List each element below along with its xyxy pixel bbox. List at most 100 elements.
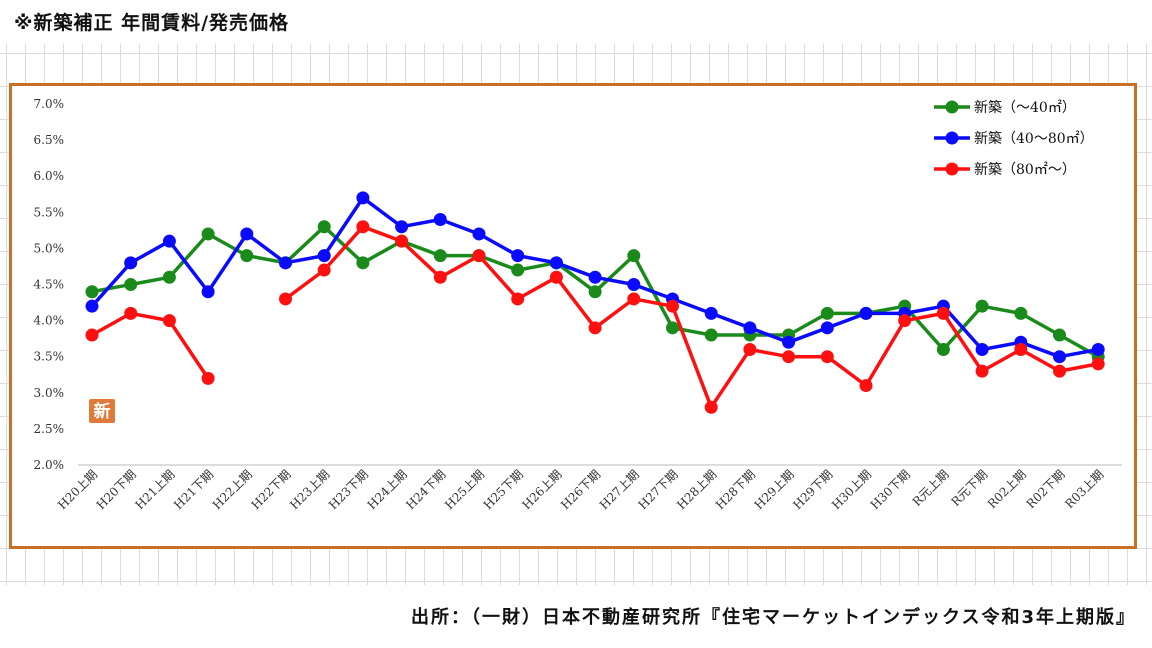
data-point	[704, 306, 718, 320]
y-tick-label: 6.0%	[34, 169, 65, 183]
data-point	[704, 400, 718, 414]
x-tick-label: H28上期	[674, 467, 719, 512]
legend-label: 新築（～40㎡）	[974, 100, 1076, 116]
x-tick-label: H27上期	[597, 467, 642, 512]
legend-swatch-marker	[945, 131, 959, 145]
x-tick-label: H26下期	[558, 467, 603, 512]
x-tick-label: H23上期	[287, 467, 332, 512]
data-point	[975, 299, 989, 313]
x-tick-label: R02上期	[985, 467, 1029, 511]
data-point	[395, 220, 409, 234]
data-point	[472, 227, 486, 241]
legend-swatch-marker	[945, 162, 959, 176]
data-point	[162, 314, 176, 328]
x-tick-label: H23下期	[326, 467, 371, 512]
x-tick-label: H29下期	[790, 467, 835, 512]
data-point	[511, 292, 525, 306]
chart-frame: 2.0% 2.5% 3.0% 3.5% 4.0% 4.5% 5.0% 5.5% 6.0% 6.5%…	[9, 83, 1137, 549]
data-point	[704, 328, 718, 342]
data-point	[820, 350, 834, 364]
data-point	[627, 278, 641, 291]
data-point	[85, 285, 99, 299]
data-point	[1091, 342, 1105, 356]
data-point	[201, 227, 215, 241]
new-stamp: 新	[89, 399, 115, 423]
data-point	[201, 285, 215, 299]
data-point	[1014, 342, 1028, 356]
data-point	[124, 278, 138, 291]
x-tick-label: H25下期	[481, 467, 526, 512]
data-point	[782, 335, 796, 349]
data-point	[124, 306, 138, 320]
line-chart: 2.0% 2.5% 3.0% 3.5% 4.0% 4.5% 5.0% 5.5% 6.0% 6.5%…	[34, 97, 1122, 512]
data-point	[356, 220, 370, 234]
x-tick-label: H22下期	[249, 467, 294, 512]
data-point	[356, 191, 370, 205]
data-point	[317, 263, 331, 277]
data-point	[317, 249, 331, 263]
series-points	[85, 191, 1105, 414]
legend-swatch-marker	[945, 100, 959, 114]
data-point	[1053, 328, 1066, 342]
series-line-3	[91, 224, 1099, 409]
data-point	[85, 328, 99, 342]
y-tick-label: 2.5%	[34, 422, 65, 436]
data-point	[627, 249, 641, 263]
data-point	[549, 270, 563, 284]
data-point	[395, 234, 409, 248]
x-tick-label: H25上期	[442, 467, 487, 512]
data-point	[1014, 306, 1028, 320]
legend-label: 新築（40～80㎡）	[974, 131, 1094, 147]
x-tick-label: H28下期	[713, 467, 758, 512]
source-citation: 出所：（一財）日本不動産研究所『住宅マーケットインデックス令和3年上期版』	[407, 601, 1140, 631]
data-point	[472, 249, 486, 263]
data-point	[317, 220, 331, 234]
legend: 新築（～40㎡） 新築（40～80㎡） 新築（80㎡～）	[934, 100, 1094, 178]
data-point	[240, 227, 254, 241]
data-point	[743, 342, 757, 356]
x-tick-label: H20下期	[94, 467, 139, 512]
data-point	[433, 249, 447, 263]
data-point	[240, 249, 254, 263]
x-tick-label: R元下期	[948, 467, 990, 509]
x-tick-label: H20上期	[55, 467, 100, 512]
data-point	[1053, 364, 1066, 378]
data-point	[511, 263, 525, 277]
x-tick-label: H27下期	[636, 467, 681, 512]
data-point	[782, 350, 796, 364]
data-point	[820, 306, 834, 320]
x-tick-label: H22上期	[210, 467, 255, 512]
data-point	[975, 342, 989, 356]
x-tick-label: R03上期	[1062, 467, 1106, 511]
data-point	[162, 234, 176, 248]
x-tick-label: H29上期	[752, 467, 797, 512]
data-point	[162, 270, 176, 284]
y-tick-label: 4.5%	[34, 278, 65, 292]
x-tick-label: R02下期	[1024, 467, 1068, 511]
x-tick-label: H24下期	[403, 467, 448, 512]
data-point	[588, 270, 602, 284]
x-tick-label: R元上期	[910, 467, 952, 509]
data-point	[549, 256, 563, 270]
y-axis-labels: 2.0% 2.5% 3.0% 3.5% 4.0% 4.5% 5.0% 5.5% 6.0% 6.5%…	[34, 97, 65, 472]
data-point	[124, 256, 138, 270]
data-point	[279, 292, 292, 306]
x-tick-label: H21上期	[132, 467, 177, 512]
data-point	[666, 299, 679, 313]
x-tick-label: H30上期	[829, 467, 874, 512]
y-tick-label: 5.0%	[34, 241, 65, 255]
data-point	[85, 299, 99, 313]
new-stamp-text: 新	[94, 401, 111, 422]
y-tick-label: 6.5%	[34, 133, 65, 147]
data-point	[936, 306, 950, 320]
x-axis-labels: H20上期H20下期H21上期H21下期H22上期H22下期H23上期H23下期…	[55, 467, 1106, 512]
data-point	[279, 256, 292, 270]
y-tick-label: 2.0%	[34, 458, 65, 472]
data-point	[356, 256, 370, 270]
x-tick-label: H26上期	[519, 467, 564, 512]
data-point	[666, 321, 679, 335]
y-tick-label: 7.0%	[34, 97, 65, 111]
data-point	[936, 342, 950, 356]
data-point	[820, 321, 834, 335]
y-tick-label: 3.0%	[34, 386, 65, 400]
